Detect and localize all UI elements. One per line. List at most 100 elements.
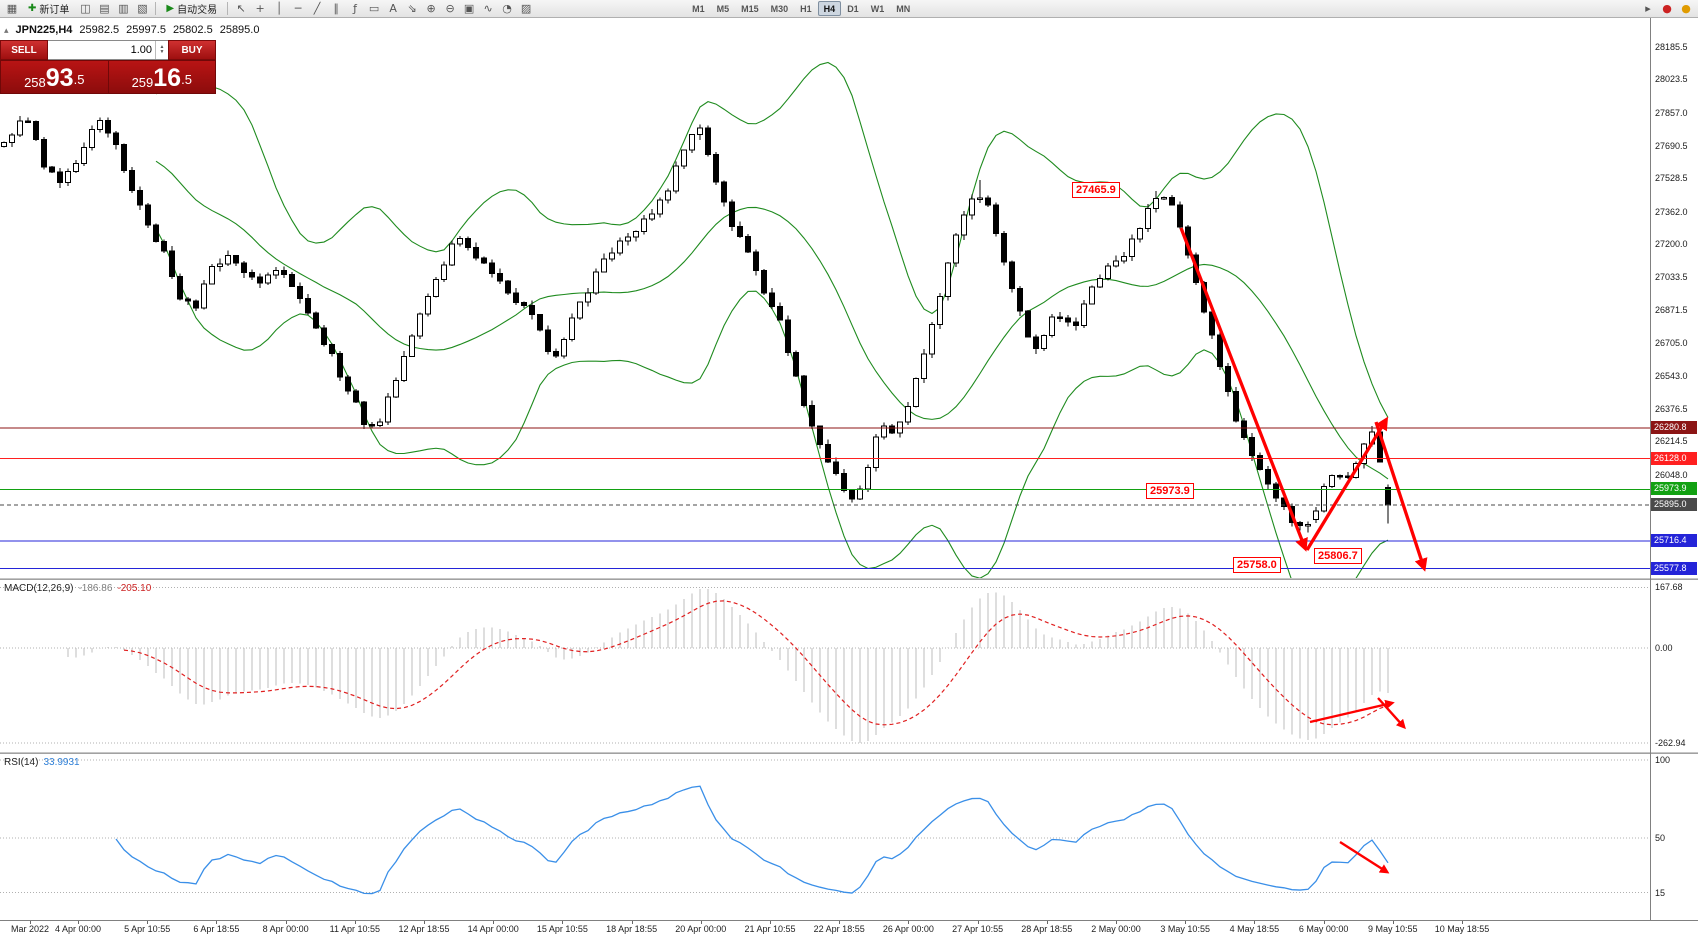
price-callout[interactable]: 25973.9 [1146, 483, 1194, 499]
chart-low-value: 25802.5 [172, 24, 213, 36]
navigator-icon[interactable]: ▧ [137, 2, 148, 15]
price-scale-border [1650, 18, 1651, 935]
timeframe-button-m1[interactable]: M1 [692, 3, 705, 14]
crosshair-icon[interactable]: + [255, 2, 265, 15]
zoom-in-icon[interactable]: ⊕ [426, 2, 436, 15]
timeframe-button-m15[interactable]: M15 [741, 3, 759, 14]
volume-down-icon[interactable]: ▼ [159, 49, 165, 55]
charts-grid-icon[interactable]: ◫ [80, 2, 91, 15]
time-tick [700, 921, 702, 924]
chart-close-value: 25895.0 [219, 24, 260, 36]
sell-price-prefix: 258 [24, 75, 46, 90]
panel-separator[interactable] [0, 752, 1698, 754]
new-chart-icon[interactable]: ▦ [6, 2, 18, 15]
vertical-line-icon[interactable]: │ [275, 2, 283, 15]
buy-price[interactable]: 259 16.5 [107, 61, 216, 93]
rsi-arrows[interactable] [1339, 840, 1390, 874]
chart-open-value: 25982.5 [79, 24, 120, 36]
price-badge: 26128.0 [1651, 451, 1697, 465]
rsi-scale[interactable]: 100 50 15 [1651, 754, 1698, 920]
volume-input[interactable]: 1.00 ▲ ▼ [48, 40, 168, 60]
time-label: 27 Apr 10:55 [952, 924, 1004, 934]
price-tick: 27857.0 [1655, 107, 1688, 118]
shapes-icon[interactable]: ▭ [368, 2, 380, 15]
price-callout[interactable]: 27465.9 [1072, 182, 1120, 198]
price-callout[interactable]: 25758.0 [1233, 557, 1281, 573]
timeframe-button-h1[interactable]: H1 [800, 3, 812, 14]
trend-arrows[interactable] [1179, 227, 1428, 572]
time-label: 4 Apr 00:00 [54, 924, 102, 934]
time-label: 26 Apr 00:00 [882, 924, 934, 934]
new-order-button[interactable]: ✚ 新订单 [28, 3, 70, 16]
time-label: 10 May 18:55 [1434, 924, 1490, 934]
fibonacci-icon[interactable]: ƒ [353, 2, 358, 15]
autotrading-button[interactable]: ▶ 自动交易 [166, 3, 218, 16]
time-tick [147, 921, 149, 924]
macd-scale-tick: -262.94 [1655, 738, 1686, 748]
time-tick [493, 921, 495, 924]
tile-windows-icon[interactable]: ▣ [463, 2, 475, 15]
time-label: 18 Apr 18:55 [606, 924, 658, 934]
macd-level-lines [0, 586, 1650, 744]
arrows-icon[interactable]: ⇘ [407, 2, 417, 15]
rsi-line [115, 785, 1389, 895]
volume-value[interactable]: 1.00 [130, 44, 152, 56]
timeframe-button-m30[interactable]: M30 [770, 3, 789, 14]
time-tick [770, 921, 771, 924]
rsi-panel[interactable]: RSI(14) 33.9931 [0, 754, 1650, 920]
macd-scale[interactable]: 167.68 0.00 -262.94 [1651, 580, 1698, 752]
macd-canvas[interactable] [0, 580, 1650, 752]
timeframe-button-h4[interactable]: H4 [817, 1, 842, 16]
time-tick [1323, 921, 1325, 924]
sell-price[interactable]: 258 93.5 [1, 61, 108, 93]
buy-price-big: 16 [153, 64, 182, 92]
timeframe-button-mn[interactable]: MN [896, 3, 911, 14]
time-label: 3 May 10:55 [1160, 924, 1210, 934]
time-label: 6 Apr 18:55 [193, 924, 240, 934]
alert-icon[interactable]: ● [1662, 2, 1672, 15]
macd-panel[interactable]: MACD(12,26,9) -186.86 -205.10 [0, 580, 1650, 752]
timeframe-button-d1[interactable]: D1 [847, 3, 859, 14]
templates-icon[interactable]: ▨ [520, 2, 532, 15]
time-tick [30, 921, 31, 924]
price-badge: 25716.4 [1651, 533, 1697, 547]
main-chart-panel[interactable]: ▴ JPN225,H4 25982.5 25997.5 25802.5 2589… [0, 18, 1650, 578]
chart-high-value: 25997.5 [126, 24, 166, 36]
rsi-scale-tick: 50 [1655, 833, 1666, 843]
market-watch-icon[interactable]: ▥ [118, 2, 129, 15]
zoom-out-icon[interactable]: ⊖ [445, 2, 455, 15]
time-tick [562, 921, 564, 924]
macd-main-value: -186.86 [78, 583, 113, 594]
indicators-icon[interactable]: ∿ [483, 2, 493, 15]
time-tick [216, 921, 218, 924]
text-icon[interactable]: A [389, 2, 397, 15]
time-axis[interactable]: Mar 2022 4 Apr 00:00 5 Apr 10:55 6 Apr 18:5… [0, 920, 1698, 935]
horizontal-line-icon[interactable]: ─ [294, 2, 302, 15]
buy-button[interactable]: BUY [168, 40, 216, 60]
rsi-canvas[interactable] [0, 754, 1650, 920]
profiles-icon[interactable]: ▤ [99, 2, 110, 15]
volume-stepper[interactable]: ▲ ▼ [155, 41, 168, 59]
rsi-label: RSI(14) 33.9931 [4, 757, 80, 768]
price-badge: 25577.8 [1651, 561, 1697, 575]
time-tick [1185, 921, 1187, 924]
volume-up-icon[interactable]: ▲ [159, 44, 165, 50]
timeframe-button-m5[interactable]: M5 [716, 3, 730, 14]
equidistant-channel-icon[interactable]: ∥ [333, 2, 339, 15]
periods-icon[interactable]: ◔ [502, 2, 512, 15]
price-scale[interactable]: 28185.5 28023.5 27857.0 27690.5 27528.5 27362… [1651, 18, 1698, 578]
trendline-icon[interactable]: ╱ [313, 2, 321, 15]
price-callout[interactable]: 25806.7 [1314, 548, 1362, 564]
chart-scroll-icon[interactable]: ▸ [1645, 2, 1651, 15]
cursor-icon[interactable]: ↖ [236, 2, 246, 15]
main-chart-canvas[interactable] [0, 18, 1650, 578]
timeframe-button-w1[interactable]: W1 [870, 3, 885, 14]
time-tick [977, 921, 979, 924]
rsi-scale-tick: 15 [1655, 887, 1666, 898]
sell-button[interactable]: SELL [0, 40, 48, 60]
panel-separator[interactable] [0, 578, 1698, 580]
macd-arrows[interactable] [1309, 697, 1406, 730]
one-click-collapse-icon[interactable]: ▴ [4, 24, 9, 35]
community-icon[interactable]: ● [1681, 2, 1691, 15]
toolbar-right-icons: ▸ ● ● [1639, 1, 1695, 17]
